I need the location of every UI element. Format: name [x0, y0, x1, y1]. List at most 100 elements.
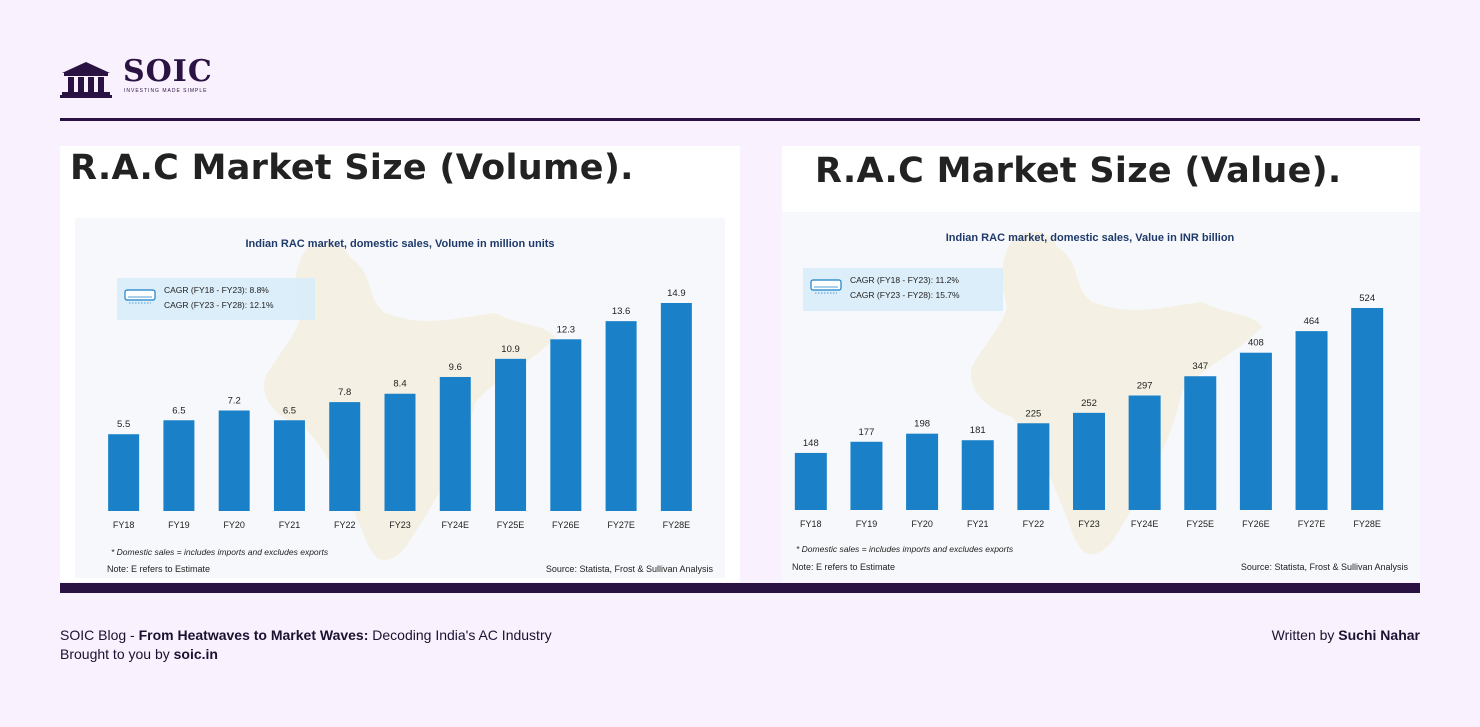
bar-FY18	[108, 434, 140, 511]
bar-FY19	[850, 441, 883, 510]
data-label-FY27E: 13.6	[612, 306, 631, 317]
data-label-FY20: 7.2	[228, 395, 241, 406]
data-label-FY19: 6.5	[172, 405, 185, 416]
blog-title-rest: Decoding India's AC Industry	[368, 627, 552, 643]
tick-label-FY27E: FY27E	[1298, 519, 1326, 529]
data-label-FY24E: 9.6	[449, 362, 462, 373]
bar-FY23	[384, 393, 416, 511]
data-label-FY28E: 14.9	[667, 288, 686, 299]
tick-label-FY25E: FY25E	[497, 520, 525, 530]
tick-label-FY26E: FY26E	[1242, 519, 1270, 529]
air-conditioner-icon	[810, 279, 842, 294]
author-credit: Written by Suchi Nahar	[1272, 627, 1420, 643]
data-label-FY25E: 347	[1192, 361, 1208, 372]
bar-FY27E	[605, 321, 637, 511]
bank-building-icon	[60, 62, 112, 98]
blog-title-bold[interactable]: From Heatwaves to Market Waves:	[138, 627, 369, 643]
brought-by: Brought to you by soic.in	[60, 646, 218, 662]
india-map-silhouette	[971, 231, 1262, 555]
estimate-note: Note: E refers to Estimate	[107, 564, 210, 574]
bar-FY20	[218, 410, 250, 511]
bar-FY21	[961, 440, 994, 510]
tick-label-FY20: FY20	[911, 519, 933, 529]
value-panel: R.A.C Market Size (Value). Indian RAC ma…	[782, 146, 1420, 582]
value-chart: Indian RAC market, domestic sales, Value…	[792, 231, 1409, 572]
brought-prefix: Brought to you by	[60, 646, 174, 662]
bar-FY21	[273, 420, 305, 511]
cagr-line-1: CAGR (FY18 - FY23): 8.8%	[164, 285, 269, 295]
data-label-FY25E: 10.9	[501, 344, 519, 355]
air-conditioner-icon	[124, 289, 156, 304]
tick-label-FY19: FY19	[856, 519, 878, 529]
data-label-FY23: 8.4	[393, 379, 406, 390]
estimate-note: Note: E refers to Estimate	[792, 562, 895, 572]
data-label-FY27E: 464	[1304, 316, 1320, 327]
cagr-line-2: CAGR (FY23 - FY28): 12.1%	[164, 300, 274, 310]
data-label-FY26E: 12.3	[557, 324, 576, 335]
tick-label-FY24E: FY24E	[1131, 519, 1159, 529]
bar-FY23	[1073, 412, 1105, 510]
bar-FY20	[906, 433, 939, 510]
bar-FY19	[163, 420, 195, 511]
data-label-FY26E: 408	[1248, 338, 1264, 349]
bar-FY24E	[439, 376, 471, 511]
bar-FY28E	[660, 303, 692, 511]
data-label-FY19: 177	[859, 427, 875, 438]
bar-FY22	[329, 402, 361, 511]
tick-label-FY22: FY22	[1023, 519, 1045, 529]
data-label-FY22: 225	[1025, 408, 1041, 419]
tick-label-FY23: FY23	[1078, 519, 1100, 529]
data-label-FY18: 5.5	[117, 419, 130, 430]
value-chart-area: Indian RAC market, domestic sales, Value…	[782, 212, 1420, 582]
chart-title: Indian RAC market, domestic sales, Volum…	[245, 238, 554, 250]
bar-FY26E	[550, 339, 582, 511]
tick-label-FY18: FY18	[113, 520, 135, 530]
bar-FY24E	[1128, 395, 1161, 510]
tick-label-FY25E: FY25E	[1187, 519, 1215, 529]
cagr-line-1: CAGR (FY18 - FY23): 11.2%	[850, 275, 959, 285]
data-label-FY21: 181	[970, 425, 986, 436]
tick-label-FY27E: FY27E	[607, 520, 635, 530]
data-label-FY18: 148	[803, 438, 819, 449]
data-label-FY22: 7.8	[338, 387, 351, 398]
value-heading: R.A.C Market Size (Value).	[815, 151, 1342, 191]
cagr-line-2: CAGR (FY23 - FY28): 15.7%	[850, 290, 960, 300]
volume-panel: R.A.C Market Size (Volume). Indian RAC m…	[60, 146, 740, 582]
footer-divider	[60, 583, 1420, 593]
source-note: Source: Statista, Frost & Sullivan Analy…	[1241, 562, 1409, 572]
bar-FY27E	[1295, 331, 1328, 510]
soic-logo[interactable]: SOIC INVESTING MADE SIMPLE	[60, 54, 250, 100]
bar-FY26E	[1239, 352, 1272, 510]
bar-FY18	[794, 452, 827, 510]
site-link[interactable]: soic.in	[173, 646, 218, 662]
author-name[interactable]: Suchi Nahar	[1338, 627, 1420, 643]
volume-heading: R.A.C Market Size (Volume).	[70, 148, 634, 188]
brand-name: SOIC	[123, 54, 213, 89]
tick-label-FY19: FY19	[168, 520, 190, 530]
tick-label-FY26E: FY26E	[552, 520, 580, 530]
volume-chart-area: Indian RAC market, domestic sales, Volum…	[75, 218, 725, 578]
tick-label-FY21: FY21	[967, 519, 989, 529]
tick-label-FY18: FY18	[800, 519, 822, 529]
tick-label-FY23: FY23	[389, 520, 411, 530]
blog-prefix: SOIC Blog -	[60, 627, 139, 643]
data-label-FY20: 198	[914, 419, 930, 430]
header-divider	[60, 118, 1420, 121]
data-label-FY21: 6.5	[283, 405, 296, 416]
tick-label-FY22: FY22	[334, 520, 356, 530]
tick-label-FY21: FY21	[279, 520, 301, 530]
blog-credit: SOIC Blog - From Heatwaves to Market Wav…	[60, 627, 552, 643]
tick-label-FY28E: FY28E	[663, 520, 691, 530]
brand-tagline: INVESTING MADE SIMPLE	[124, 88, 208, 94]
bar-FY25E	[1184, 376, 1217, 510]
domestic-sales-note: * Domestic sales = includes imports and …	[796, 544, 1014, 554]
data-label-FY24E: 297	[1137, 381, 1153, 392]
data-label-FY28E: 524	[1359, 293, 1375, 304]
bar-FY22	[1017, 423, 1050, 510]
volume-chart: Indian RAC market, domestic sales, Volum…	[107, 238, 713, 574]
tick-label-FY24E: FY24E	[442, 520, 470, 530]
bar-FY28E	[1351, 308, 1384, 510]
tick-label-FY20: FY20	[223, 520, 245, 530]
bar-FY25E	[495, 358, 527, 511]
chart-title: Indian RAC market, domestic sales, Value…	[946, 232, 1235, 244]
